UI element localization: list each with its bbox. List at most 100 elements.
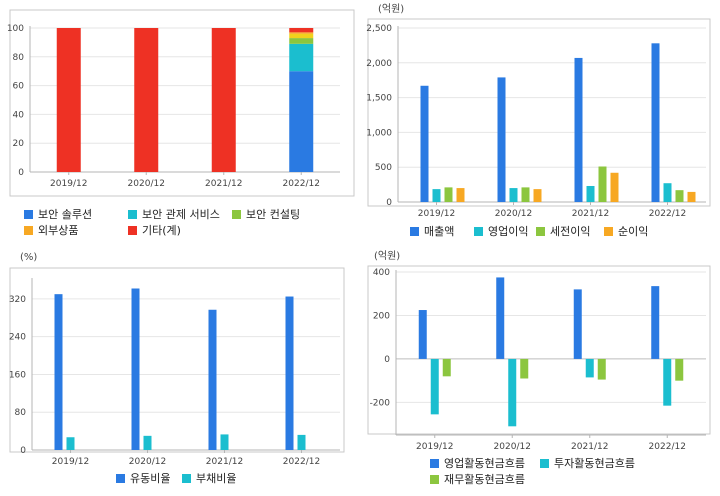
- bar: [208, 309, 217, 450]
- bar: [56, 28, 81, 172]
- x-tick-label: 2022/12: [283, 179, 320, 189]
- chart-4: -200 0 200 400 (억원) 2019/12 2020/12 2021/12 2022…: [367, 250, 711, 486]
- bar: [66, 437, 75, 450]
- y-tick-label: 2,000: [366, 59, 392, 69]
- bar: [289, 33, 314, 39]
- bar: [289, 32, 314, 34]
- bar: [430, 358, 439, 415]
- legend-label: 보안 컨설팅: [246, 208, 300, 221]
- bar: [675, 358, 684, 381]
- bar: [497, 77, 506, 202]
- bar: [573, 289, 582, 359]
- bar: [220, 434, 229, 450]
- y-tick-label: 60: [13, 82, 25, 92]
- legend-swatch: [24, 210, 33, 219]
- bar: [586, 185, 595, 202]
- legend-label: 영업이익: [488, 225, 528, 238]
- x-tick-label: 2020/12: [129, 457, 166, 467]
- legend-swatch: [128, 210, 137, 219]
- bar: [598, 166, 607, 202]
- bar: [585, 358, 594, 378]
- bar: [610, 172, 619, 202]
- bar: [663, 358, 672, 406]
- y-tick-label: 0: [386, 198, 392, 208]
- bar: [687, 191, 696, 202]
- bar: [134, 28, 159, 172]
- x-tick-label: 2020/12: [495, 209, 532, 219]
- x-tick-label: 2021/12: [205, 179, 242, 189]
- x-tick-label: 2019/12: [418, 209, 455, 219]
- bar: [143, 435, 152, 450]
- legend-swatch: [540, 459, 549, 468]
- legend-label: 투자활동현금흐름: [554, 456, 635, 470]
- unit-label: (억원): [378, 3, 404, 15]
- legend-label: 세전이익: [550, 225, 590, 238]
- bar: [508, 358, 517, 427]
- bar: [444, 187, 453, 202]
- bar: [651, 286, 660, 359]
- bar: [297, 434, 306, 450]
- x-tick-label: 2021/12: [571, 442, 608, 452]
- bar: [651, 43, 660, 203]
- legend-swatch: [536, 227, 545, 236]
- y-tick-label: 1,500: [366, 94, 392, 104]
- y-tick-label: 0: [384, 355, 390, 365]
- bar: [289, 38, 314, 44]
- bar: [418, 310, 427, 359]
- legend-label: 영업활동현금흐름: [444, 456, 525, 470]
- bar: [456, 188, 465, 202]
- bar: [442, 358, 451, 377]
- y-tick-label: 2,500: [366, 24, 392, 34]
- x-tick-label: 2022/12: [649, 442, 686, 452]
- x-tick-label: 2022/12: [283, 457, 320, 467]
- legend-label: 부채비율: [196, 472, 236, 485]
- x-tick-label: 2020/12: [494, 442, 531, 452]
- legend-swatch: [24, 226, 33, 235]
- legend-swatch: [128, 226, 137, 235]
- x-tick-label: 2022/12: [649, 209, 686, 219]
- chart-3: 0 80 160 240 320 (%) 2019/12 2020/12 2021/12 2022…: [9, 252, 345, 485]
- y-tick-label: 320: [9, 295, 26, 305]
- bar: [289, 71, 314, 172]
- bar: [289, 43, 314, 72]
- bar: [533, 189, 542, 202]
- bar: [521, 187, 530, 202]
- bar: [675, 190, 684, 202]
- legend-label: 외부상품: [38, 224, 78, 237]
- bar: [54, 294, 63, 450]
- legend-label: 재무활동현금흐름: [444, 472, 525, 486]
- x-tick-label: 2019/12: [416, 442, 453, 452]
- legend-swatch: [232, 210, 241, 219]
- unit-label: (%): [20, 252, 37, 263]
- bar: [131, 288, 140, 450]
- y-tick-label: 240: [9, 333, 26, 343]
- bar: [663, 183, 672, 202]
- y-tick-label: 80: [13, 53, 25, 63]
- legend-label: 기타(계): [142, 224, 181, 237]
- y-tick-label: -200: [370, 398, 391, 408]
- legend-label: 유동비율: [130, 472, 170, 485]
- y-tick-label: 500: [375, 163, 392, 173]
- legend-swatch: [604, 227, 613, 236]
- unit-label: (억원): [374, 250, 400, 262]
- bar: [520, 358, 529, 379]
- bar: [496, 277, 505, 359]
- legend-swatch: [430, 459, 439, 468]
- bar: [574, 57, 583, 202]
- bar: [211, 28, 236, 172]
- y-tick-label: 1,000: [366, 128, 392, 138]
- legend-swatch: [474, 227, 483, 236]
- legend-swatch: [182, 474, 191, 483]
- legend-swatch: [410, 227, 419, 236]
- x-tick-label: 2019/12: [50, 179, 87, 189]
- legend-swatch: [430, 475, 439, 484]
- bar: [509, 188, 518, 202]
- bar: [597, 358, 606, 380]
- bar: [289, 28, 314, 33]
- legend-label: 보안 솔루션: [38, 208, 92, 221]
- x-tick-label: 2019/12: [52, 457, 89, 467]
- chart-2: 0 500 1,000 1,500 2,000 2,500 (억원) 2019/12 2020/…: [366, 3, 711, 238]
- y-tick-label: 400: [373, 268, 390, 278]
- y-tick-label: 20: [13, 139, 25, 149]
